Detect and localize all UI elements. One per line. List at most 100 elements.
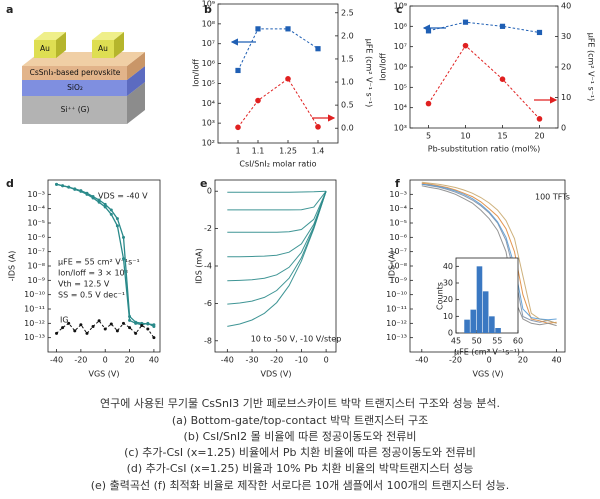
marker	[146, 327, 150, 331]
x-axis-label: VGS (V)	[88, 370, 119, 379]
x-tick-label: -20	[270, 356, 283, 365]
y-tick-label: 10⁶	[394, 63, 407, 72]
marker	[55, 182, 59, 186]
layer-label: CsSnI₃-based perovskite	[30, 68, 121, 77]
y-tick-label: 10³	[394, 124, 407, 133]
y-tick-label: 10⁻⁴	[389, 204, 407, 213]
y2-axis-label: μFE (cm² V⁻¹ s⁻¹)	[587, 33, 596, 102]
y2-tick-label: 40	[561, 2, 571, 11]
y-tick-label: 10⁻⁶	[27, 233, 45, 242]
caption: 연구에 사용된 무기물 CsSnI3 기반 페로브스카이트 박막 트랜지스터 구…	[91, 397, 509, 492]
layer-label: Au	[40, 44, 50, 53]
x-tick-label: 1.1	[252, 147, 265, 156]
annotation: VDS = -40 V	[98, 192, 148, 201]
y-tick-label: 10⁻¹¹	[386, 305, 407, 314]
panel-label: b	[204, 3, 212, 16]
marker	[73, 329, 77, 333]
y-tick-label: -4	[204, 262, 212, 271]
caption-line: (c) 추가-CsI (x=1.25) 비율에서 Pb 치환 비율에 따른 정공…	[124, 446, 476, 459]
x-tick-label: 45	[451, 337, 461, 346]
y-tick-label: 10⁻⁸	[389, 262, 407, 271]
x-tick-label: -30	[246, 356, 259, 365]
histogram-bar	[464, 319, 470, 333]
y-tick-label: 10⁻¹²	[386, 319, 407, 328]
x-tick-label: -40	[50, 356, 63, 365]
x-axis-label: Pb-substitution ratio (mol%)	[428, 145, 540, 154]
y-tick-label: 10⁻¹⁰	[24, 290, 45, 299]
y-tick-label: 10⁻¹³	[386, 333, 407, 342]
y-axis-label: -IDS (A)	[8, 251, 17, 282]
x-tick-label: 40	[551, 356, 561, 365]
y-tick-label: 10⁹	[202, 0, 215, 9]
y-axis-label: Ion/Ioff	[379, 53, 388, 81]
y-tick-label: 10⁸	[394, 22, 407, 31]
layer-label: SiO₂	[67, 83, 83, 92]
y2-tick-label: 0	[561, 124, 566, 133]
series-line	[237, 28, 319, 71]
marker	[103, 202, 107, 206]
y-axis-label: Counts	[436, 282, 445, 310]
x-axis-label: VDS (V)	[261, 370, 292, 379]
y-tick-label: 10	[443, 312, 453, 321]
panel-label: f	[395, 177, 400, 190]
marker	[134, 331, 138, 335]
y-tick-label: 10⁻⁵	[27, 219, 45, 228]
x-tick-label: 0	[103, 356, 108, 365]
y-tick-label: -6	[204, 299, 212, 308]
x-tick-label: 0	[487, 356, 492, 365]
y2-tick-label: 0.0	[341, 124, 354, 133]
y-tick-label: -8	[204, 336, 212, 345]
marker	[103, 205, 107, 209]
annotation: μFE = 55 cm² V⁻¹s⁻¹	[58, 258, 140, 267]
x-tick-label: 50	[472, 337, 482, 346]
y-tick-label: 10⁻⁴	[27, 204, 45, 213]
marker	[97, 200, 101, 204]
annotation: Ion/Ioff = 3 × 10⁸	[58, 269, 128, 278]
marker	[128, 326, 132, 330]
marker	[152, 336, 156, 340]
marker	[499, 23, 506, 29]
y-tick-label: 0	[448, 329, 453, 338]
histogram-bar	[470, 309, 477, 333]
x-tick-label: -40	[415, 356, 428, 365]
series-line	[421, 182, 557, 324]
x-tick-label: 55	[492, 337, 502, 346]
series-line	[227, 190, 327, 211]
series-line	[428, 21, 540, 33]
x-tick-label: -20	[449, 356, 462, 365]
x-axis-label: VGS (V)	[472, 370, 503, 379]
marker	[499, 76, 506, 82]
y-tick-label: 10⁻⁵	[389, 219, 407, 228]
marker	[55, 331, 59, 335]
series-line	[227, 190, 327, 193]
y2-tick-label: 10	[561, 93, 571, 102]
y-axis-label: Ion/Ioff	[192, 59, 201, 87]
y-tick-label: -2	[204, 224, 212, 233]
marker	[67, 321, 71, 325]
marker	[73, 187, 77, 191]
series-line	[227, 191, 327, 305]
series-line	[421, 183, 557, 321]
y-tick-label: 10⁻⁷	[27, 247, 45, 256]
y-tick-label: 10⁻¹⁰	[386, 290, 407, 299]
marker	[462, 42, 469, 49]
x-tick-label: 60	[513, 337, 523, 346]
series-line	[227, 190, 327, 233]
histogram-bar	[489, 316, 495, 333]
x-tick-label: 0	[324, 356, 329, 365]
plot-frame	[217, 3, 339, 144]
marker	[140, 324, 144, 328]
marker	[67, 185, 71, 189]
marker	[91, 195, 95, 199]
y2-tick-label: 2.0	[341, 31, 354, 40]
marker	[109, 212, 113, 216]
x-tick-label: 20	[534, 132, 544, 141]
marker	[109, 322, 113, 326]
series-line	[421, 181, 557, 324]
series-line	[227, 191, 327, 327]
y-tick-label: 10⁹	[394, 2, 407, 11]
marker	[235, 67, 241, 74]
marker	[61, 326, 65, 330]
marker	[91, 325, 95, 329]
